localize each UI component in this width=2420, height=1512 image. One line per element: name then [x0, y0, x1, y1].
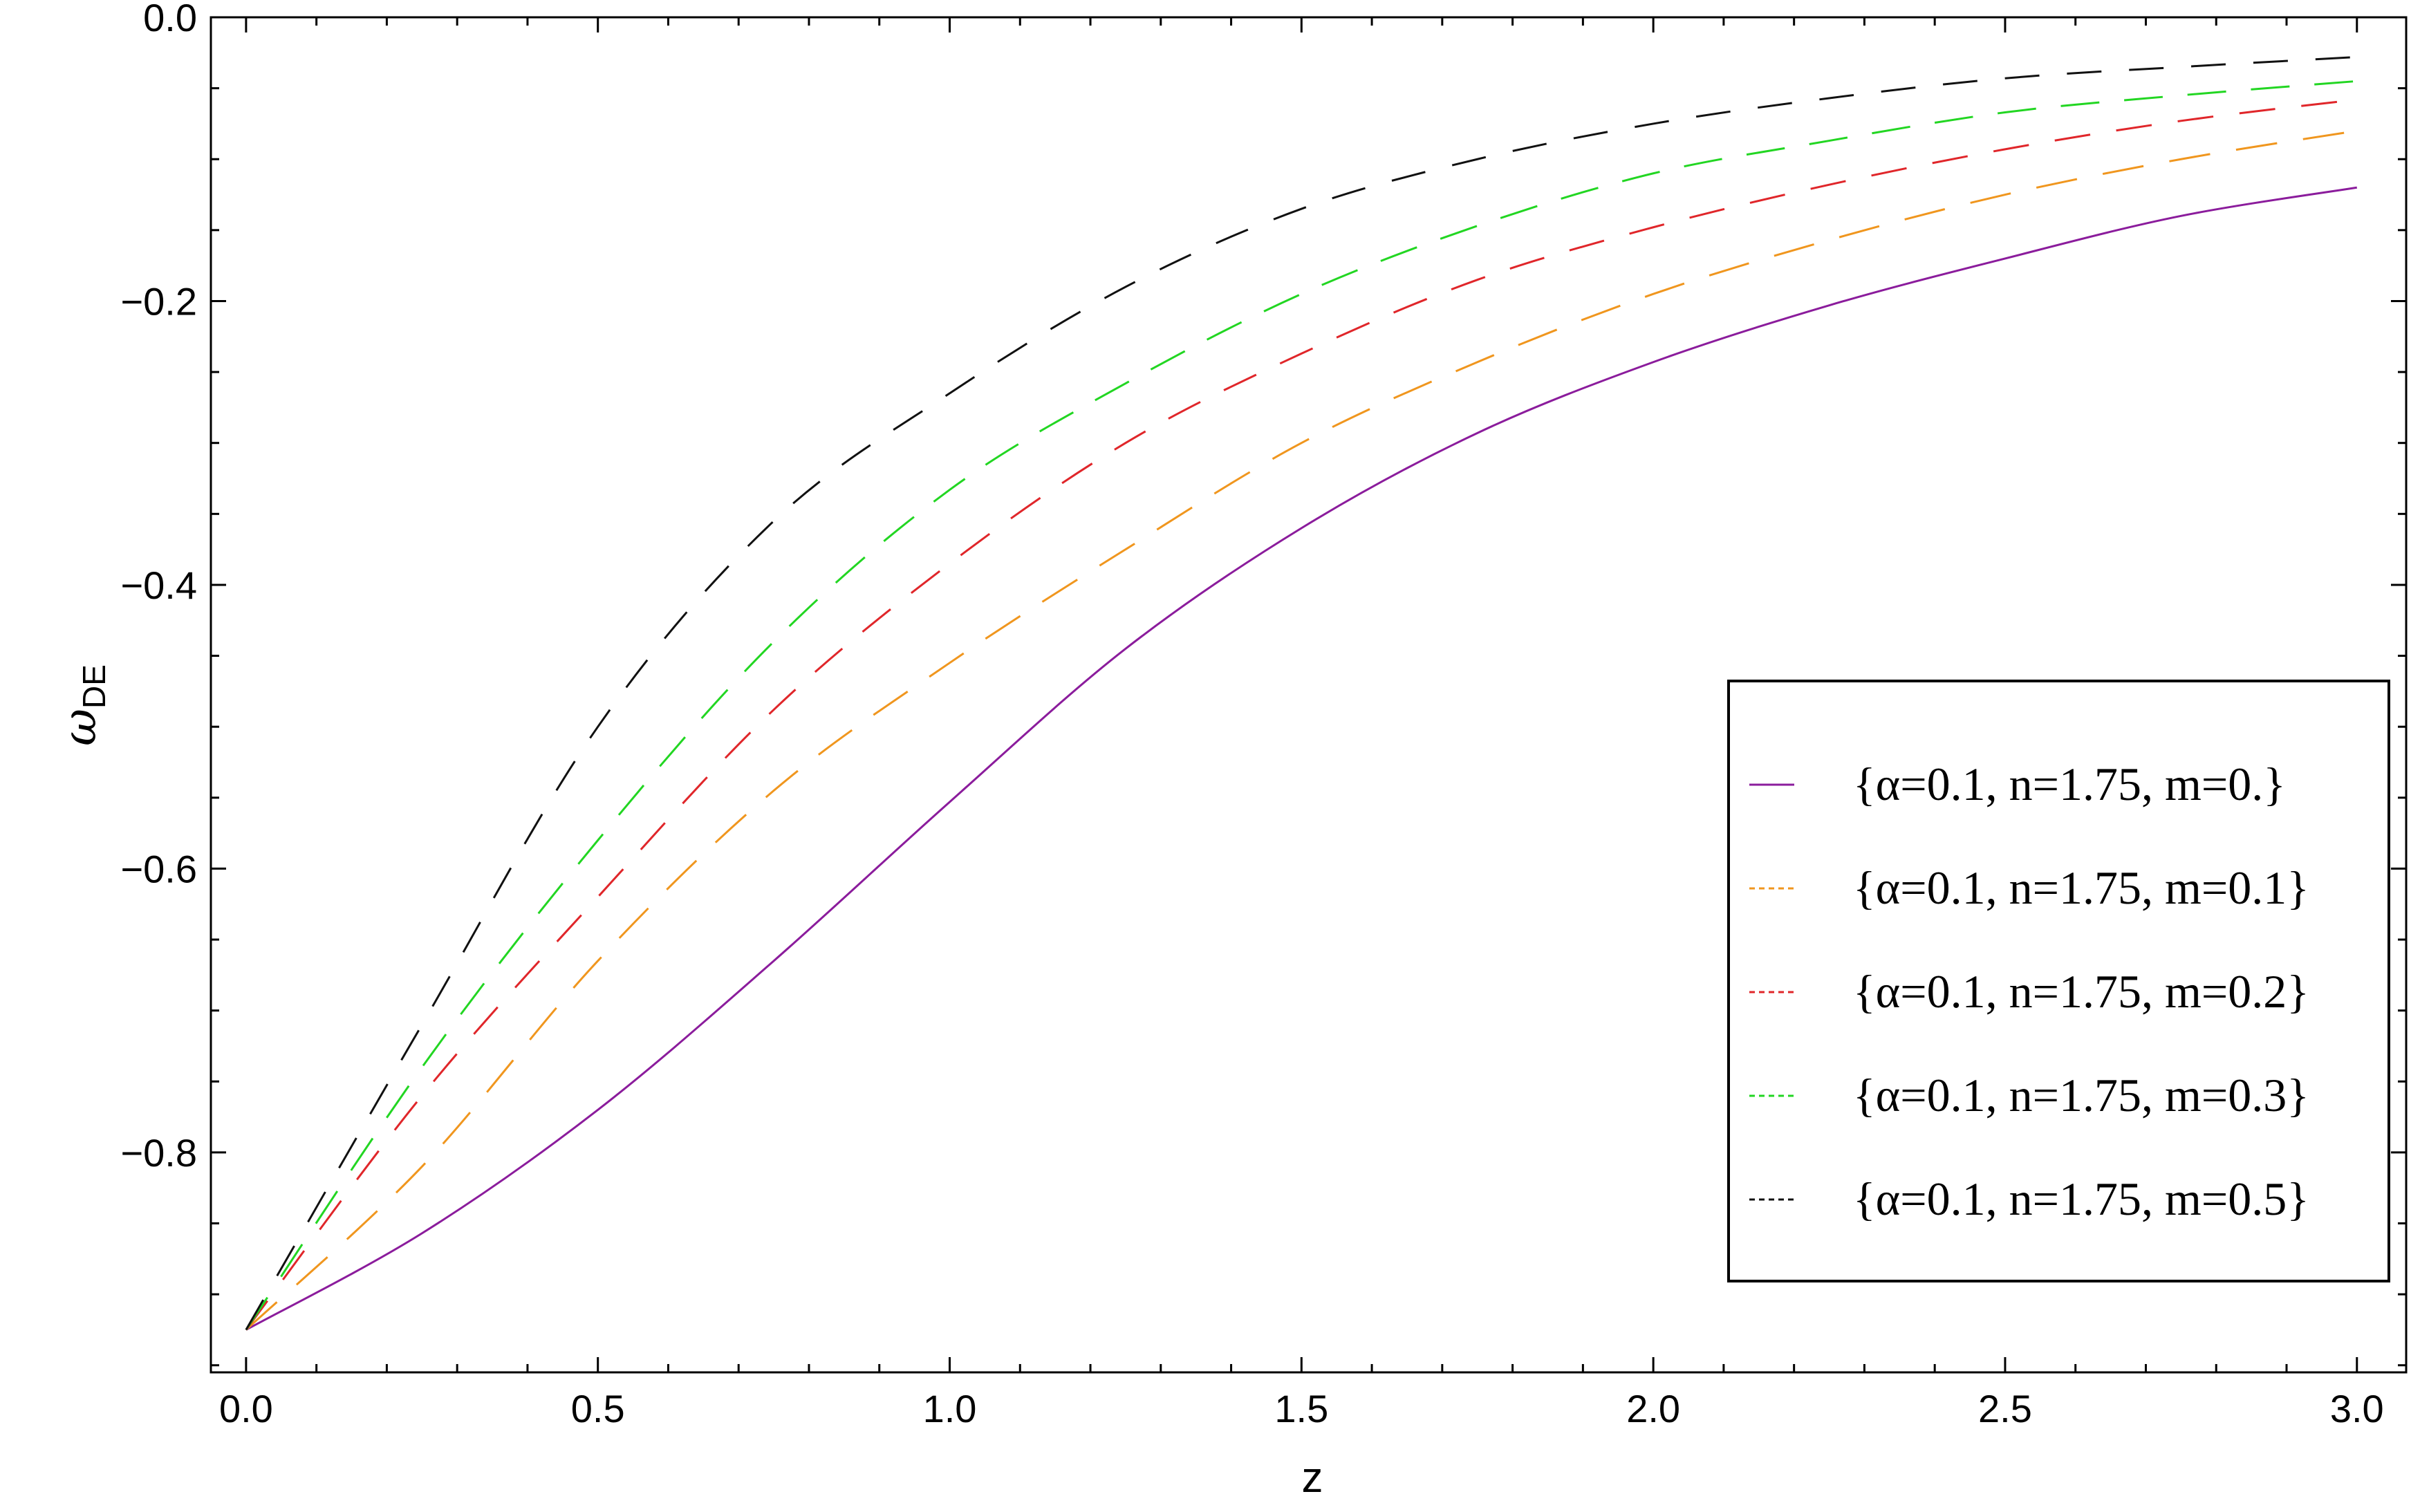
legend-box — [1727, 680, 2390, 1282]
y-axis-ticks: 0.0 −0.2 −0.4 −0.6 −0.8 — [120, 0, 2406, 1367]
series-line-2 — [245, 129, 2358, 1331]
y-axis-title-subscript: DE — [76, 664, 112, 709]
x-tick-label: 0.5 — [571, 1387, 625, 1430]
y-tick-label: −0.4 — [120, 563, 197, 607]
y-tick-label: −0.2 — [120, 279, 197, 323]
legend-label-1: {α=0.1, n=1.75, m=0.} — [1853, 758, 2286, 810]
y-tick-label: −0.8 — [120, 1131, 197, 1175]
x-tick-label: 2.0 — [1626, 1387, 1680, 1430]
x-axis-ticks: 0.0 0.5 1.0 1.5 2.0 2.5 3.0 — [219, 17, 2384, 1430]
legend: {α=0.1, n=1.75, m=0.} {α=0.1, n=1.75, m=0… — [1727, 680, 2390, 1282]
series-line-3 — [245, 98, 2357, 1331]
y-tick-label: −0.6 — [120, 847, 197, 890]
plot-frame — [210, 16, 2408, 1374]
x-tick-label: 3.0 — [2330, 1387, 2384, 1430]
y-axis-title: ωDE — [53, 664, 112, 746]
x-tick-label: 0.0 — [219, 1387, 273, 1430]
x-tick-label: 1.0 — [923, 1387, 977, 1430]
x-tick-label: 1.5 — [1274, 1387, 1328, 1430]
series-line-4 — [245, 80, 2357, 1331]
series-line-5 — [245, 55, 2357, 1331]
series-layer — [245, 55, 2358, 1331]
legend-label-5: {α=0.1, n=1.75, m=0.5} — [1853, 1173, 2309, 1225]
x-axis-title: z — [1302, 1454, 1323, 1502]
svg-text:ωDE: ωDE — [53, 664, 112, 746]
legend-label-4: {α=0.1, n=1.75, m=0.3} — [1853, 1069, 2309, 1121]
y-axis-title-symbol: ω — [53, 709, 106, 746]
series-line-1 — [245, 186, 2358, 1331]
x-tick-label: 2.5 — [1978, 1387, 2032, 1430]
legend-label-2: {α=0.1, n=1.75, m=0.1} — [1853, 861, 2309, 914]
y-tick-label: 0.0 — [143, 0, 197, 39]
legend-label-3: {α=0.1, n=1.75, m=0.2} — [1853, 965, 2309, 1018]
